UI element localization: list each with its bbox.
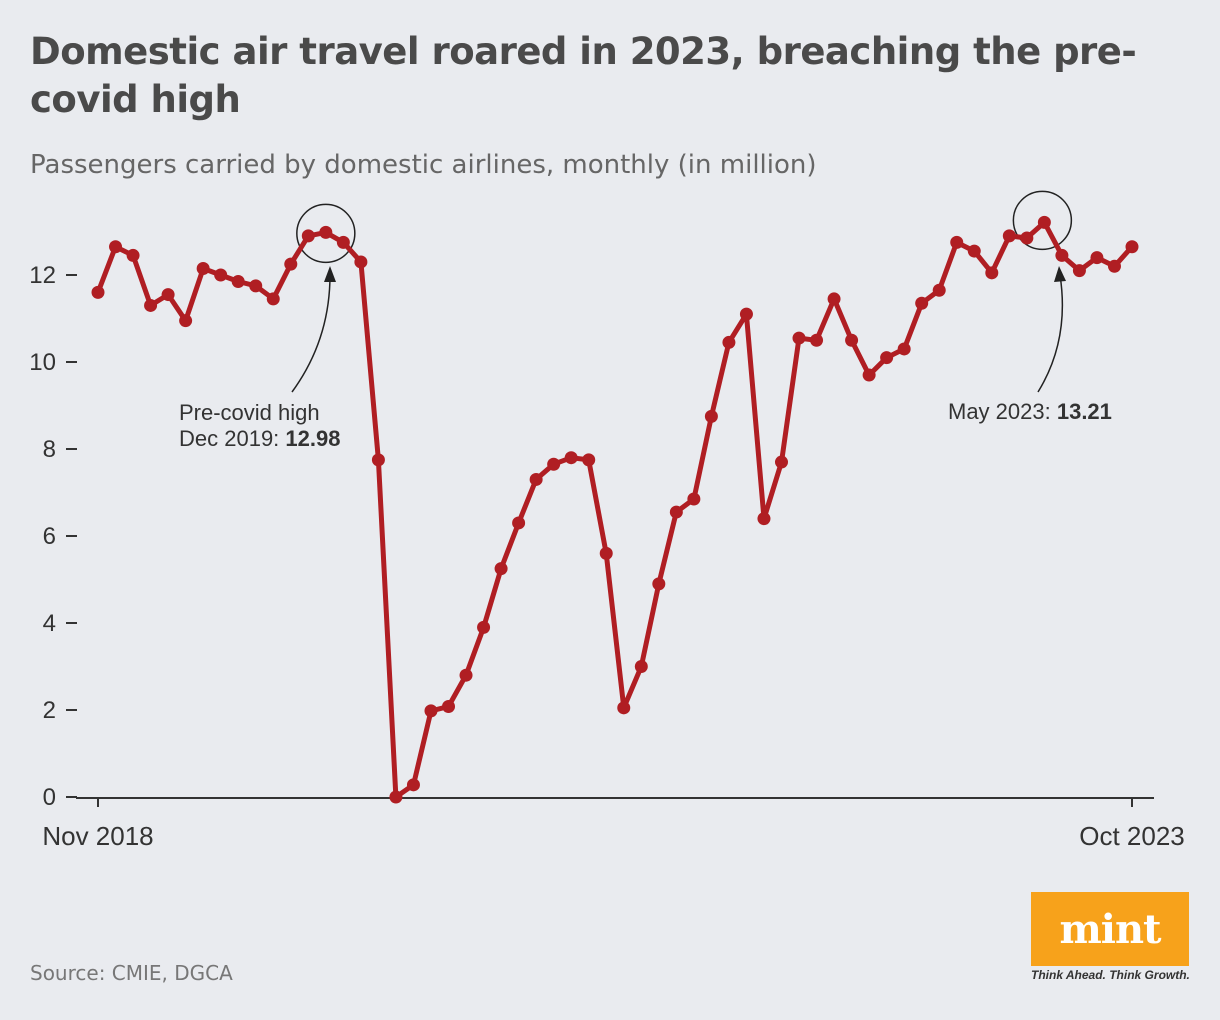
data-point <box>354 255 368 269</box>
data-point <box>231 275 245 289</box>
series-line <box>95 219 1135 800</box>
data-point <box>617 701 631 715</box>
data-point <box>284 257 298 271</box>
data-point <box>477 620 491 634</box>
y-tick-label: 4 <box>43 610 56 637</box>
data-point <box>827 292 841 306</box>
data-point <box>161 288 175 302</box>
data-point <box>634 660 648 673</box>
data-point <box>932 283 946 297</box>
data-point <box>704 409 718 423</box>
data-point <box>915 296 929 310</box>
mint-logo: mint <box>1031 892 1189 966</box>
x-tick-label: Nov 2018 <box>42 821 153 851</box>
logo-text: mint <box>1059 905 1161 953</box>
data-point <box>529 472 543 486</box>
data-point <box>144 298 158 312</box>
y-axis: 0 2 4 6 8 10 12 <box>29 262 77 811</box>
annotation-circle <box>1012 190 1073 251</box>
data-point <box>494 562 508 576</box>
source-note: Source: CMIE, DGCA <box>30 961 233 985</box>
annotation-value: 12.98 <box>285 426 340 451</box>
data-point <box>1055 248 1069 262</box>
data-point <box>1107 259 1121 273</box>
data-point <box>459 668 473 682</box>
data-point <box>810 333 824 347</box>
data-point <box>249 279 263 293</box>
data-point <box>1072 264 1086 278</box>
annotation-arrowhead <box>324 266 336 282</box>
data-point <box>547 457 561 471</box>
data-point <box>1002 229 1016 243</box>
data-point <box>792 331 806 345</box>
data-point <box>336 235 350 249</box>
data-point <box>371 453 385 467</box>
x-tick-label: Oct 2023 <box>1079 821 1185 851</box>
line-chart: 0 2 4 6 8 10 12 Nov 2018 Oct 2023 Pre-covid hig… <box>29 190 1185 851</box>
data-point <box>109 240 123 254</box>
series-passengers <box>91 215 1139 804</box>
data-point <box>652 577 666 591</box>
annotation-label: Pre-covid high <box>179 400 320 425</box>
data-point <box>669 505 683 519</box>
data-point <box>862 368 876 382</box>
data-point <box>196 261 210 275</box>
data-point <box>1125 240 1139 254</box>
annotation-arrow <box>1037 274 1064 393</box>
annotation-date: Dec 2019: 12.98 <box>179 426 340 451</box>
data-point <box>442 700 456 714</box>
data-point <box>564 451 578 465</box>
data-point <box>266 292 280 306</box>
data-point <box>301 229 315 243</box>
x-axis: Nov 2018 Oct 2023 <box>42 797 1185 851</box>
y-tick-label: 10 <box>29 349 56 376</box>
annotation-arrowhead <box>1054 266 1066 282</box>
data-point <box>126 248 140 262</box>
data-point <box>950 235 964 249</box>
data-point <box>424 704 438 718</box>
data-point <box>582 453 596 467</box>
chart-title: Domestic air travel roared in 2023, brea… <box>30 30 1137 121</box>
data-point <box>985 266 999 280</box>
data-point <box>774 455 788 469</box>
data-point <box>739 307 753 321</box>
chart-subtitle: Passengers carried by domestic airlines,… <box>30 150 817 180</box>
data-point <box>722 335 736 349</box>
annotation-date: May 2023: 13.21 <box>948 399 1112 424</box>
data-point <box>845 333 859 347</box>
y-tick-label: 8 <box>43 436 56 463</box>
data-point <box>214 268 228 282</box>
annotation-circle <box>296 203 356 264</box>
data-point <box>880 351 894 365</box>
data-point <box>1090 251 1104 265</box>
data-point <box>757 512 771 526</box>
annotation-arrow <box>291 274 331 393</box>
y-tick-label: 6 <box>43 523 56 550</box>
data-point <box>389 790 403 804</box>
data-point <box>1020 231 1034 245</box>
logo-tagline: Think Ahead. Think Growth. <box>1031 968 1190 982</box>
data-point <box>91 285 105 299</box>
data-point <box>179 314 193 328</box>
data-point <box>967 244 981 258</box>
annotation-value: 13.21 <box>1057 399 1112 424</box>
data-point <box>512 516 526 530</box>
y-tick-label: 12 <box>29 262 56 289</box>
data-point <box>897 342 911 356</box>
data-point <box>1037 215 1051 229</box>
y-tick-label: 2 <box>43 697 56 724</box>
data-point <box>599 546 613 560</box>
data-point <box>687 492 701 506</box>
data-point <box>406 778 420 792</box>
y-tick-label: 0 <box>43 784 56 811</box>
data-point <box>319 225 333 239</box>
